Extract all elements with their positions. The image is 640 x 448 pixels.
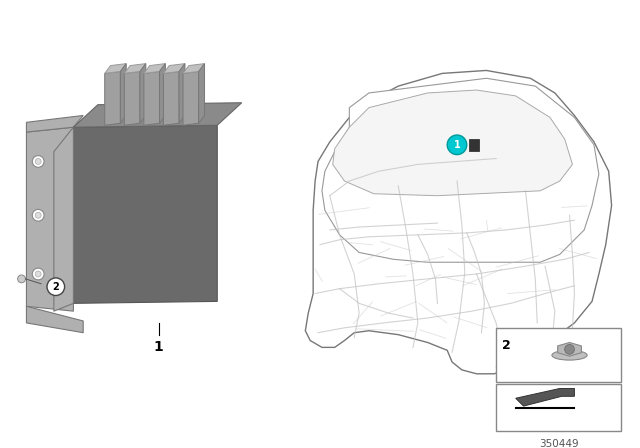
Circle shape — [47, 278, 65, 296]
Polygon shape — [120, 64, 126, 123]
Circle shape — [35, 212, 41, 218]
Polygon shape — [516, 388, 575, 406]
Polygon shape — [140, 64, 146, 123]
Polygon shape — [105, 64, 126, 73]
Polygon shape — [74, 103, 242, 127]
Polygon shape — [305, 70, 612, 374]
Polygon shape — [26, 306, 83, 333]
Polygon shape — [163, 64, 185, 73]
Circle shape — [35, 159, 41, 164]
Polygon shape — [144, 71, 159, 125]
Text: 1: 1 — [454, 140, 460, 150]
Polygon shape — [124, 71, 140, 125]
Polygon shape — [159, 64, 165, 123]
Circle shape — [564, 345, 575, 354]
Polygon shape — [322, 78, 599, 262]
Polygon shape — [26, 116, 83, 132]
Text: 1: 1 — [154, 340, 163, 354]
Circle shape — [35, 271, 41, 277]
Polygon shape — [179, 64, 185, 123]
Polygon shape — [26, 127, 74, 311]
Circle shape — [32, 209, 44, 221]
Polygon shape — [105, 71, 120, 125]
Bar — [468, 139, 479, 151]
Polygon shape — [163, 71, 179, 125]
Bar — [496, 328, 621, 382]
Ellipse shape — [552, 350, 587, 360]
Text: 2: 2 — [52, 282, 59, 292]
Polygon shape — [557, 342, 581, 356]
Circle shape — [18, 275, 26, 283]
Polygon shape — [333, 90, 572, 196]
Polygon shape — [183, 71, 198, 125]
Polygon shape — [124, 64, 146, 73]
Polygon shape — [198, 64, 205, 123]
Polygon shape — [144, 64, 165, 73]
Circle shape — [447, 135, 467, 155]
Circle shape — [32, 155, 44, 168]
Bar — [496, 383, 621, 431]
Circle shape — [32, 268, 44, 280]
Text: 2: 2 — [502, 339, 510, 352]
Polygon shape — [183, 64, 205, 73]
Text: 350449: 350449 — [539, 439, 579, 448]
Polygon shape — [74, 125, 217, 303]
Polygon shape — [54, 127, 74, 311]
